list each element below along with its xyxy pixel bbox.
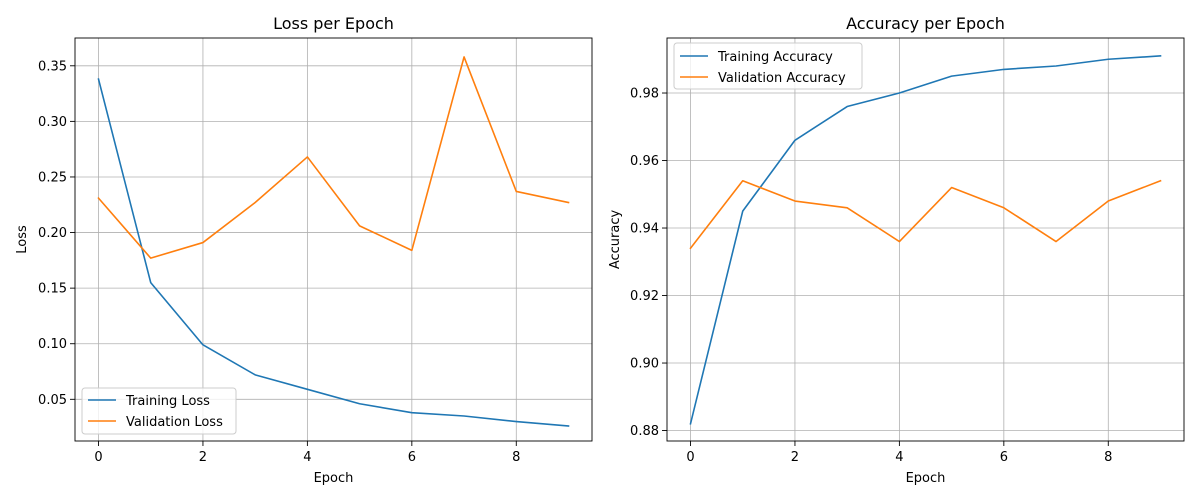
accuracy-legend-label-training: Training Accuracy <box>717 50 833 65</box>
loss-chart-lines <box>97 56 570 427</box>
accuracy-ytick-label: 0.90 <box>630 357 659 372</box>
accuracy-xtick-label: 2 <box>791 450 799 465</box>
accuracy-ytick-label: 0.98 <box>630 87 659 102</box>
loss-ytick-label: 0.10 <box>38 337 67 352</box>
accuracy-xtick-label: 4 <box>895 450 903 465</box>
accuracy-chart-frame <box>666 37 1185 442</box>
loss-chart-ylabel: Loss <box>15 225 30 254</box>
accuracy-chart-title: Accuracy per Epoch <box>846 14 1005 33</box>
accuracy-chart: Accuracy per Epoch 0 2 4 6 8 0.88 0.90 0.92 0.9… <box>608 14 1185 486</box>
accuracy-ytick-label: 0.96 <box>630 154 659 169</box>
loss-ytick-label: 0.05 <box>38 393 67 408</box>
loss-chart-frame <box>74 37 593 442</box>
accuracy-legend-label-validation: Validation Accuracy <box>718 71 846 86</box>
loss-xtick-label: 8 <box>512 450 520 465</box>
loss-chart-title: Loss per Epoch <box>273 14 394 33</box>
accuracy-xtick-label: 8 <box>1104 450 1112 465</box>
loss-xtick-label: 4 <box>303 450 311 465</box>
loss-legend-label-validation: Validation Loss <box>126 415 223 430</box>
accuracy-ytick-label: 0.88 <box>630 424 659 439</box>
accuracy-chart-y-ticks: 0.88 0.90 0.92 0.94 0.96 0.98 <box>630 87 667 439</box>
loss-xtick-label: 0 <box>94 450 102 465</box>
loss-xtick-label: 2 <box>199 450 207 465</box>
loss-chart-legend: Training Loss Validation Loss <box>81 387 237 435</box>
loss-legend-box <box>81 387 237 435</box>
accuracy-chart-grid <box>667 38 1184 441</box>
accuracy-chart-x-ticks: 0 2 4 6 8 <box>686 441 1112 465</box>
accuracy-xtick-label: 0 <box>686 450 694 465</box>
loss-validation-line <box>97 56 570 259</box>
loss-chart: Loss per Epoch 0 2 4 6 8 0.05 0.10 0.15 0.20 0.2… <box>15 14 593 486</box>
accuracy-chart-lines <box>689 55 1162 425</box>
loss-ytick-label: 0.15 <box>38 282 67 297</box>
loss-chart-x-ticks: 0 2 4 6 8 <box>94 441 520 465</box>
loss-chart-xlabel: Epoch <box>314 471 354 486</box>
accuracy-legend-box <box>673 42 863 90</box>
loss-ytick-label: 0.35 <box>38 59 67 74</box>
loss-ytick-label: 0.30 <box>38 115 67 130</box>
loss-legend-label-training: Training Loss <box>125 394 210 409</box>
accuracy-validation-line <box>689 179 1162 250</box>
accuracy-chart-xlabel: Epoch <box>906 471 946 486</box>
accuracy-chart-legend: Training Accuracy Validation Accuracy <box>673 42 863 90</box>
accuracy-xtick-label: 6 <box>1000 450 1008 465</box>
loss-ytick-label: 0.20 <box>38 226 67 241</box>
loss-xtick-label: 6 <box>408 450 416 465</box>
loss-ytick-label: 0.25 <box>38 170 67 185</box>
accuracy-ytick-label: 0.92 <box>630 289 659 304</box>
loss-chart-grid <box>75 38 592 441</box>
accuracy-ytick-label: 0.94 <box>630 222 659 237</box>
accuracy-chart-ylabel: Accuracy <box>608 210 623 270</box>
loss-chart-y-ticks: 0.05 0.10 0.15 0.20 0.25 0.30 0.35 <box>38 59 75 408</box>
accuracy-training-line <box>689 55 1162 425</box>
loss-training-line <box>97 78 570 427</box>
